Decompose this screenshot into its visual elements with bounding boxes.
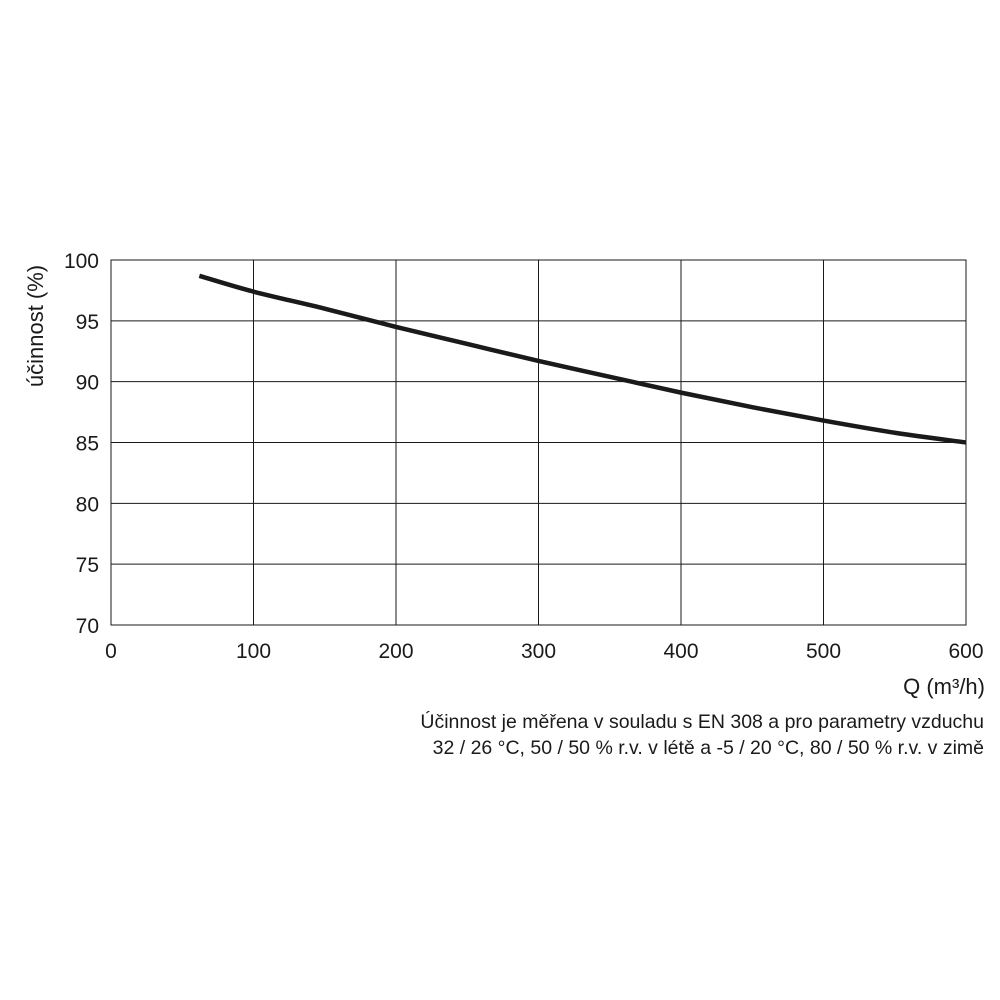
series-layer: [198, 273, 967, 445]
y-tick-label: 70: [76, 615, 99, 638]
x-tick-label: 100: [236, 640, 271, 663]
footnote-line-1: Účinnost je měřena v souladu s EN 308 a …: [420, 711, 984, 733]
x-tick-label: 200: [378, 640, 413, 663]
y-tick-label: 100: [64, 250, 99, 273]
y-tick-label: 75: [76, 554, 99, 577]
x-tick-label: 0: [105, 640, 117, 663]
footnote-line-2: 32 / 26 °C, 50 / 50 % r.v. v létě a -5 /…: [432, 737, 984, 759]
y-axis-label: účinnost (%): [23, 265, 48, 387]
x-tick-label: 600: [948, 640, 983, 663]
x-tick-label: 500: [806, 640, 841, 663]
chart-grid: [110, 259, 967, 626]
y-tick-label: 95: [76, 311, 99, 334]
x-axis-ticks: 0 100 200 300 400 500 600: [105, 640, 983, 663]
x-axis-label: Q (m³/h): [903, 674, 985, 699]
y-tick-label: 85: [76, 433, 99, 456]
y-axis-ticks: 70 75 80 85 90 95 100: [64, 250, 99, 638]
y-tick-label: 90: [76, 372, 99, 395]
y-tick-label: 80: [76, 493, 99, 516]
efficiency-curve: [198, 273, 967, 445]
x-tick-label: 300: [521, 640, 556, 663]
x-tick-label: 400: [663, 640, 698, 663]
